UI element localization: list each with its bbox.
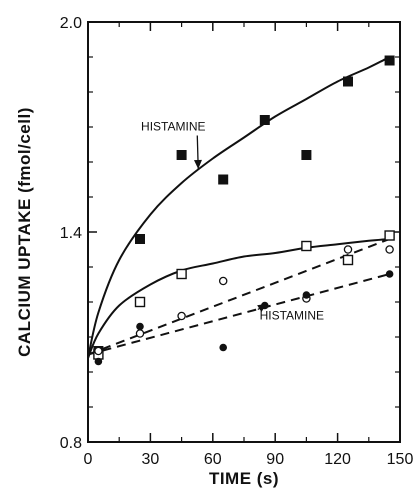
fit-curve-filled-square bbox=[87, 56, 391, 359]
annotation-arrowhead bbox=[193, 159, 202, 169]
x-tick-label: 90 bbox=[266, 451, 284, 468]
data-point-filled-square bbox=[384, 55, 395, 66]
axis-ticks: 0 30 60 90 120 150 0.8 1.4 2.0 bbox=[60, 15, 414, 468]
y-tick-label: 2.0 bbox=[60, 15, 82, 32]
data-point-open-circle bbox=[343, 245, 353, 254]
data-point-filled-circle bbox=[302, 291, 311, 299]
fit-curves bbox=[87, 56, 391, 359]
fit-curve-open-square bbox=[87, 238, 390, 359]
annotation-label: HISTAMINE bbox=[260, 309, 324, 323]
data-point-filled-square bbox=[343, 76, 353, 87]
x-tick-label: 60 bbox=[204, 451, 222, 468]
data-point-open-circle bbox=[218, 276, 228, 286]
x-tick-label: 150 bbox=[387, 451, 414, 468]
data-point-filled-circle bbox=[136, 322, 144, 331]
data-point-filled-square bbox=[176, 150, 187, 160]
data-point-open-square bbox=[301, 240, 312, 252]
data-point-open-square bbox=[176, 268, 187, 280]
data-point-open-circle bbox=[177, 311, 186, 321]
data-point-open-circle bbox=[385, 245, 394, 254]
data-point-filled-square bbox=[259, 115, 270, 125]
x-axis-label: TIME (s) bbox=[209, 469, 279, 488]
data-point-open-square bbox=[384, 230, 395, 241]
y-axis-label: CALCIUM UPTAKE (fmol/cell) bbox=[15, 107, 34, 357]
y-tick-label: 0.8 bbox=[60, 435, 82, 452]
x-tick-label: 0 bbox=[84, 451, 93, 468]
x-tick-label: 30 bbox=[142, 451, 160, 468]
data-point-filled-square bbox=[301, 150, 312, 160]
data-point-open-circle bbox=[135, 329, 145, 338]
data-point-filled-square bbox=[218, 174, 229, 185]
data-point-open-square bbox=[342, 254, 354, 266]
data-point-filled-circle bbox=[385, 270, 394, 278]
data-point-open-circle bbox=[94, 346, 103, 356]
annotation-arrowhead bbox=[257, 303, 267, 312]
data-point-filled-circle bbox=[94, 357, 103, 366]
data-point-filled-circle bbox=[219, 343, 227, 352]
data-point-filled-square bbox=[135, 234, 145, 244]
data-points bbox=[93, 55, 395, 366]
x-tick-label: 120 bbox=[324, 451, 351, 468]
plot-frame bbox=[87, 21, 401, 443]
data-point-open-square bbox=[134, 296, 146, 308]
y-tick-label: 1.4 bbox=[60, 225, 82, 242]
fit-curve-filled-circle bbox=[87, 273, 390, 356]
annotation-label: HISTAMINE bbox=[141, 120, 205, 134]
annotations: HISTAMINE HISTAMINE bbox=[141, 120, 324, 323]
